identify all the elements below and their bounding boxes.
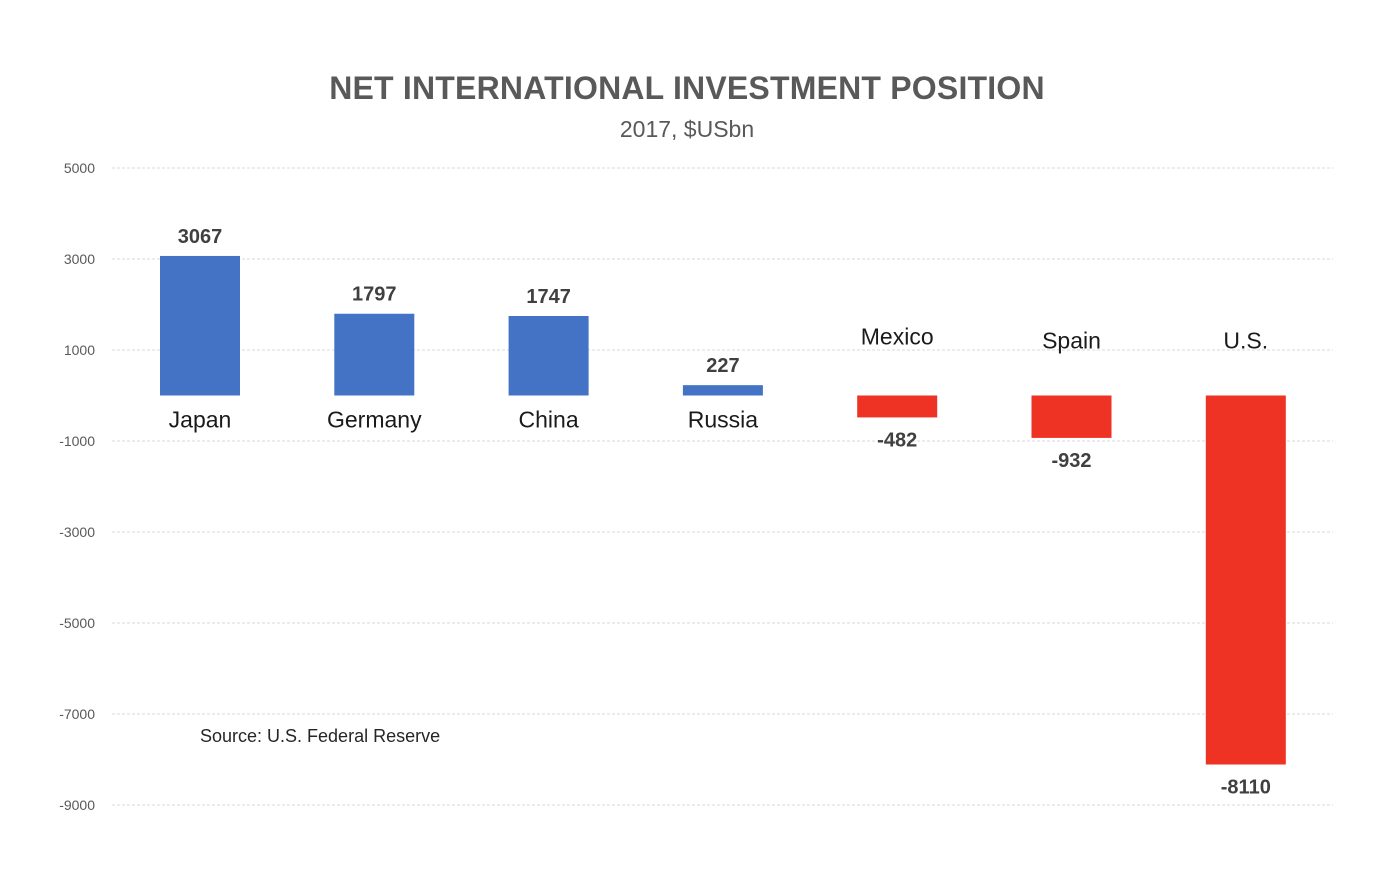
source-note: Source: U.S. Federal Reserve [200, 726, 441, 746]
y-tick-label: -1000 [59, 433, 95, 449]
data-label: 1747 [526, 286, 571, 308]
y-tick-label: 3000 [64, 251, 95, 267]
data-label: -8110 [1221, 777, 1271, 799]
data-label: 1797 [352, 284, 397, 306]
bar [682, 385, 763, 396]
category-label: Spain [1042, 328, 1101, 354]
y-tick-label: -3000 [59, 524, 95, 540]
data-label: -482 [877, 429, 917, 451]
chart-subtitle: 2017, $USbn [619, 116, 755, 142]
category-label: China [519, 407, 579, 433]
category-label: Japan [169, 407, 232, 433]
bar [160, 255, 240, 396]
category-label: Mexico [861, 324, 934, 350]
bar [1205, 395, 1286, 765]
y-tick-label: -5000 [59, 615, 95, 631]
bar [508, 316, 589, 396]
bar [857, 395, 938, 418]
y-tick-label: -7000 [59, 706, 95, 722]
category-label: U.S. [1223, 328, 1268, 354]
y-tick-label: 5000 [64, 160, 95, 176]
data-label: 227 [706, 355, 739, 377]
chart-title: NET INTERNATIONAL INVESTMENT POSITION [329, 70, 1045, 106]
data-label: 3067 [178, 226, 223, 248]
category-label: Russia [688, 407, 759, 433]
data-label: -932 [1051, 450, 1091, 472]
category-label: Germany [327, 407, 422, 433]
y-tick-label: 1000 [64, 342, 95, 358]
bar [334, 313, 415, 396]
bar [1031, 395, 1112, 438]
y-tick-label: -9000 [59, 797, 95, 813]
